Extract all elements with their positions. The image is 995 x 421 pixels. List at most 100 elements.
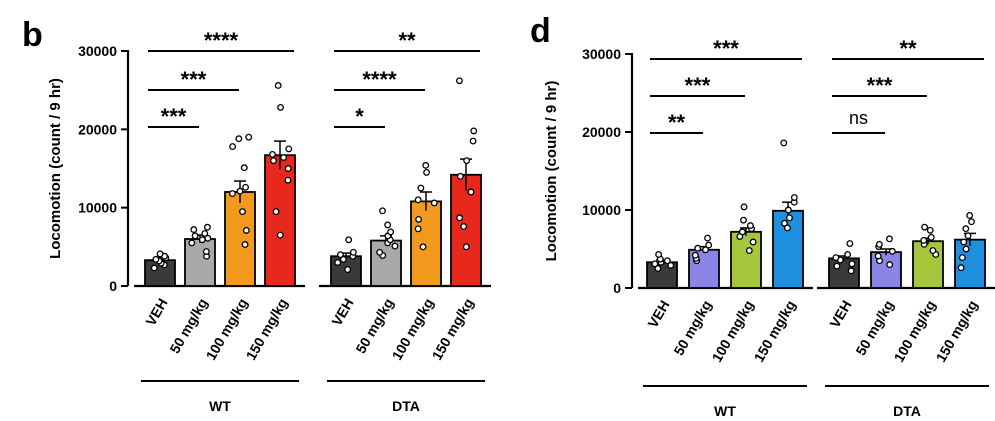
data-point xyxy=(245,133,253,141)
data-point xyxy=(957,264,965,272)
data-point xyxy=(784,206,792,214)
x-tick-label: VEH xyxy=(644,298,672,331)
data-point xyxy=(667,261,675,269)
data-point xyxy=(968,218,975,226)
data-point xyxy=(847,267,855,275)
data-point xyxy=(469,137,477,145)
data-point xyxy=(740,216,747,224)
data-point xyxy=(229,143,237,151)
data-point xyxy=(738,228,746,236)
x-tick-label: 150 mg/kg xyxy=(242,296,290,363)
x-tick-label: 50 mg/kg xyxy=(670,298,714,359)
significance-label: ** xyxy=(899,36,917,61)
data-point xyxy=(150,264,158,272)
data-point xyxy=(929,247,937,255)
y-tick-label: 10000 xyxy=(582,202,621,218)
data-point xyxy=(345,236,353,244)
data-point xyxy=(786,214,793,222)
data-point xyxy=(927,233,935,241)
data-point xyxy=(239,208,246,216)
data-point xyxy=(654,265,662,272)
data-point xyxy=(958,254,966,262)
data-point xyxy=(344,266,352,273)
significance-label: ** xyxy=(668,110,686,135)
data-point xyxy=(691,251,699,259)
y-tick-label: 0 xyxy=(109,278,117,294)
data-point xyxy=(423,168,431,176)
data-point xyxy=(276,231,284,239)
bar-dta-3 xyxy=(450,173,482,287)
data-point xyxy=(270,157,277,165)
bar-wt-0 xyxy=(646,261,678,289)
significance-label: *** xyxy=(867,73,893,98)
data-point xyxy=(848,260,856,268)
data-point xyxy=(391,242,399,250)
y-tick-label: 0 xyxy=(613,280,621,296)
data-point xyxy=(462,243,470,251)
data-point xyxy=(702,246,709,254)
data-point xyxy=(284,165,292,172)
data-point xyxy=(467,188,475,196)
data-point xyxy=(746,222,754,230)
data-point xyxy=(460,223,468,230)
data-point xyxy=(694,244,702,252)
data-point xyxy=(280,154,288,161)
bar-dta-2 xyxy=(410,200,442,287)
data-point xyxy=(780,219,788,227)
x-tick-label: VEH xyxy=(328,296,356,329)
y-axis-label: Locomotion (count / 9 hr) xyxy=(47,78,64,259)
data-point xyxy=(833,262,841,270)
data-point xyxy=(886,261,894,269)
x-tick-label: 50 mg/kg xyxy=(852,298,896,359)
significance-label: ** xyxy=(398,28,416,53)
y-tick-label: 30000 xyxy=(78,43,117,59)
data-point xyxy=(422,161,430,169)
data-point xyxy=(966,212,974,219)
data-point xyxy=(414,225,422,233)
data-point xyxy=(846,240,854,247)
bar-wt-2 xyxy=(224,191,256,287)
x-tick-label: 50 mg/kg xyxy=(352,296,396,357)
data-point xyxy=(417,184,425,192)
data-point xyxy=(962,245,970,253)
panel-letter: d xyxy=(530,12,551,50)
significance-label: **** xyxy=(362,67,397,92)
data-point xyxy=(191,232,199,240)
x-tick-label: 150 mg/kg xyxy=(932,298,980,365)
data-point xyxy=(376,248,384,256)
data-point xyxy=(202,248,210,255)
data-point xyxy=(269,150,276,158)
bar-dta-1 xyxy=(870,251,902,289)
x-tick-label: 100 mg/kg xyxy=(890,298,938,365)
data-point xyxy=(705,241,713,249)
x-tick-label: VEH xyxy=(826,298,854,331)
data-point xyxy=(379,207,386,215)
data-point xyxy=(844,251,852,258)
data-point xyxy=(204,234,212,242)
data-point xyxy=(964,232,972,240)
data-point xyxy=(463,157,471,165)
y-tick-label: 30000 xyxy=(582,46,621,62)
data-point xyxy=(384,221,392,229)
data-point xyxy=(704,234,712,242)
data-point xyxy=(419,243,427,251)
data-point xyxy=(242,183,250,191)
x-tick-label: 100 mg/kg xyxy=(708,298,756,365)
data-point xyxy=(349,248,357,256)
panel-letter: b xyxy=(22,16,43,54)
bar-wt-3 xyxy=(264,154,296,287)
data-point xyxy=(456,172,464,180)
significance-label: *** xyxy=(713,36,739,61)
data-point xyxy=(415,215,423,223)
data-point xyxy=(188,239,196,247)
data-point xyxy=(960,238,968,246)
x-tick-label: 50 mg/kg xyxy=(166,296,210,357)
data-point xyxy=(277,103,285,111)
significance-label: * xyxy=(355,104,364,129)
bar-dta-0 xyxy=(828,257,860,289)
data-point xyxy=(156,250,164,258)
x-tick-label: 150 mg/kg xyxy=(750,298,798,365)
